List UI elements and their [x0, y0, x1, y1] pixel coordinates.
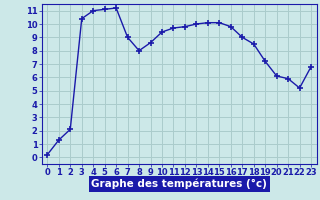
X-axis label: Graphe des températures (°c): Graphe des températures (°c) — [91, 179, 267, 189]
